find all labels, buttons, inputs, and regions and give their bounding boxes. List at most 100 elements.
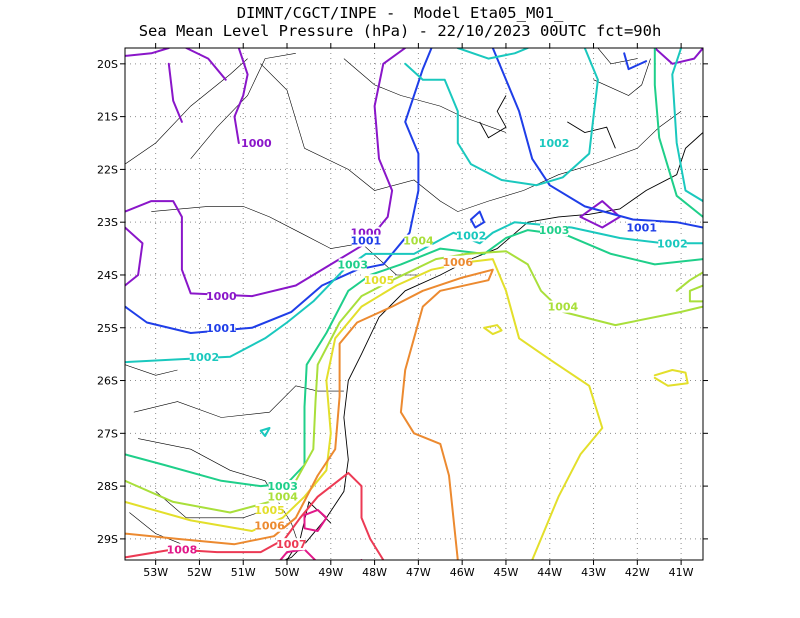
isobar-1001 [469,210,486,229]
border-line [593,58,651,96]
contour-label-bg [255,519,284,532]
y-tick-label: 20S [97,58,118,71]
isobar-1005 [653,369,689,387]
isobar-1006 [125,268,494,560]
contour-label-bg [627,221,656,234]
coastline-segment [567,121,616,149]
x-tick-label: 46W [450,566,475,579]
contour-label: 1006 [442,256,473,269]
coastline-segment [479,95,507,139]
isobar-1001 [491,48,703,229]
contour-label-bg [255,503,284,516]
isobar-1000 [125,226,144,287]
y-tick-label: 23S [97,216,118,229]
contour-label: 1004 [267,491,298,504]
border-line [190,53,296,159]
border-line [151,206,419,276]
isobar-1002 [259,427,271,437]
contour-label: 1005 [364,274,395,287]
contour-label: 1008 [167,543,198,556]
contour-label: 1002 [539,137,570,150]
y-tick-label: 21S [97,111,118,124]
isobar-1000 [125,48,407,298]
contour-label-bg [207,290,236,303]
x-tick-label: 48W [362,566,387,579]
contour-label-bg [540,137,569,150]
isobar-1004 [675,271,703,292]
contour-label-bg [277,538,306,551]
isobar-1005 [125,258,604,560]
y-tick-label: 25S [97,322,118,335]
contour-label: 1001 [206,322,237,335]
border-line [343,58,507,133]
border-line [125,364,178,376]
contour-label: 1003 [539,224,570,237]
contour-label: 1002 [456,229,487,242]
isobar-1002 [456,48,529,60]
chart-title-block: DIMNT/CGCT/INPE - Model Eta05_M01_ Sea M… [0,4,800,40]
contour-label-bg [364,274,393,287]
x-tick-label: 47W [406,566,431,579]
contour-label-bg [189,350,218,363]
grid-lines [125,48,703,560]
isobar-1001 [125,48,433,334]
isobar-1000 [185,48,227,81]
x-tick-label: 44W [537,566,562,579]
contour-label-bg [443,255,472,268]
isobar-1000 [653,48,703,65]
contour-label-bg [404,234,433,247]
contour-label-bg [268,490,297,503]
isobar-1002 [671,48,703,203]
x-tick-label: 51W [231,566,256,579]
isobar-1008 [279,548,363,560]
contour-label: 1000 [206,290,237,303]
contour-label: 1003 [267,480,298,493]
contour-label-bg [207,321,236,334]
contour-label-bg [268,480,297,493]
border-line [129,512,183,545]
x-tick-label: 50W [275,566,300,579]
isobar-1002 [404,48,599,187]
contour-label: 1001 [626,221,657,234]
contour-label-bg [540,224,569,237]
contour-label-bg [548,300,577,313]
isobar-1003 [653,48,703,218]
border-line [597,48,638,65]
isobar-1004 [688,284,703,303]
isobar-1008 [303,508,328,532]
contour-label-bg [338,258,367,271]
y-tick-label: 22S [97,163,118,176]
contour-label: 1006 [254,520,285,533]
isobar-1005 [483,324,503,336]
contour-label: 1003 [337,258,368,271]
x-tick-label: 49W [318,566,343,579]
contour-label: 1002 [657,237,688,250]
isobar-1002 [125,221,703,364]
x-tick-label: 41W [669,566,694,579]
isobar-1007 [125,471,385,560]
y-tick-label: 26S [97,375,118,388]
isobar-1000 [167,62,183,123]
y-tick-label: 28S [97,480,118,493]
contour-label: 1000 [241,137,272,150]
y-tick-label: 29S [97,533,118,546]
contour-label-bg [351,234,380,247]
x-tick-label: 45W [494,566,519,579]
chart-subtitle: Sea Mean Level Pressure (hPa) - 22/10/20… [138,22,662,40]
contour-label-bg [167,543,196,556]
contour-label: 1002 [189,351,220,364]
x-tick-label: 42W [625,566,650,579]
x-tick-label: 43W [581,566,606,579]
isobar-contours [125,48,703,560]
isobar-1001 [623,52,648,71]
x-tick-label: 52W [187,566,212,579]
x-tick-label: 53W [143,566,168,579]
contour-label: 1007 [276,538,307,551]
border-line [133,385,344,418]
contour-label: 1001 [351,235,382,248]
contour-label-bg [242,137,271,150]
contour-label-bg [456,229,485,242]
isobar-1000 [125,48,170,57]
contour-label: 1004 [548,301,579,314]
